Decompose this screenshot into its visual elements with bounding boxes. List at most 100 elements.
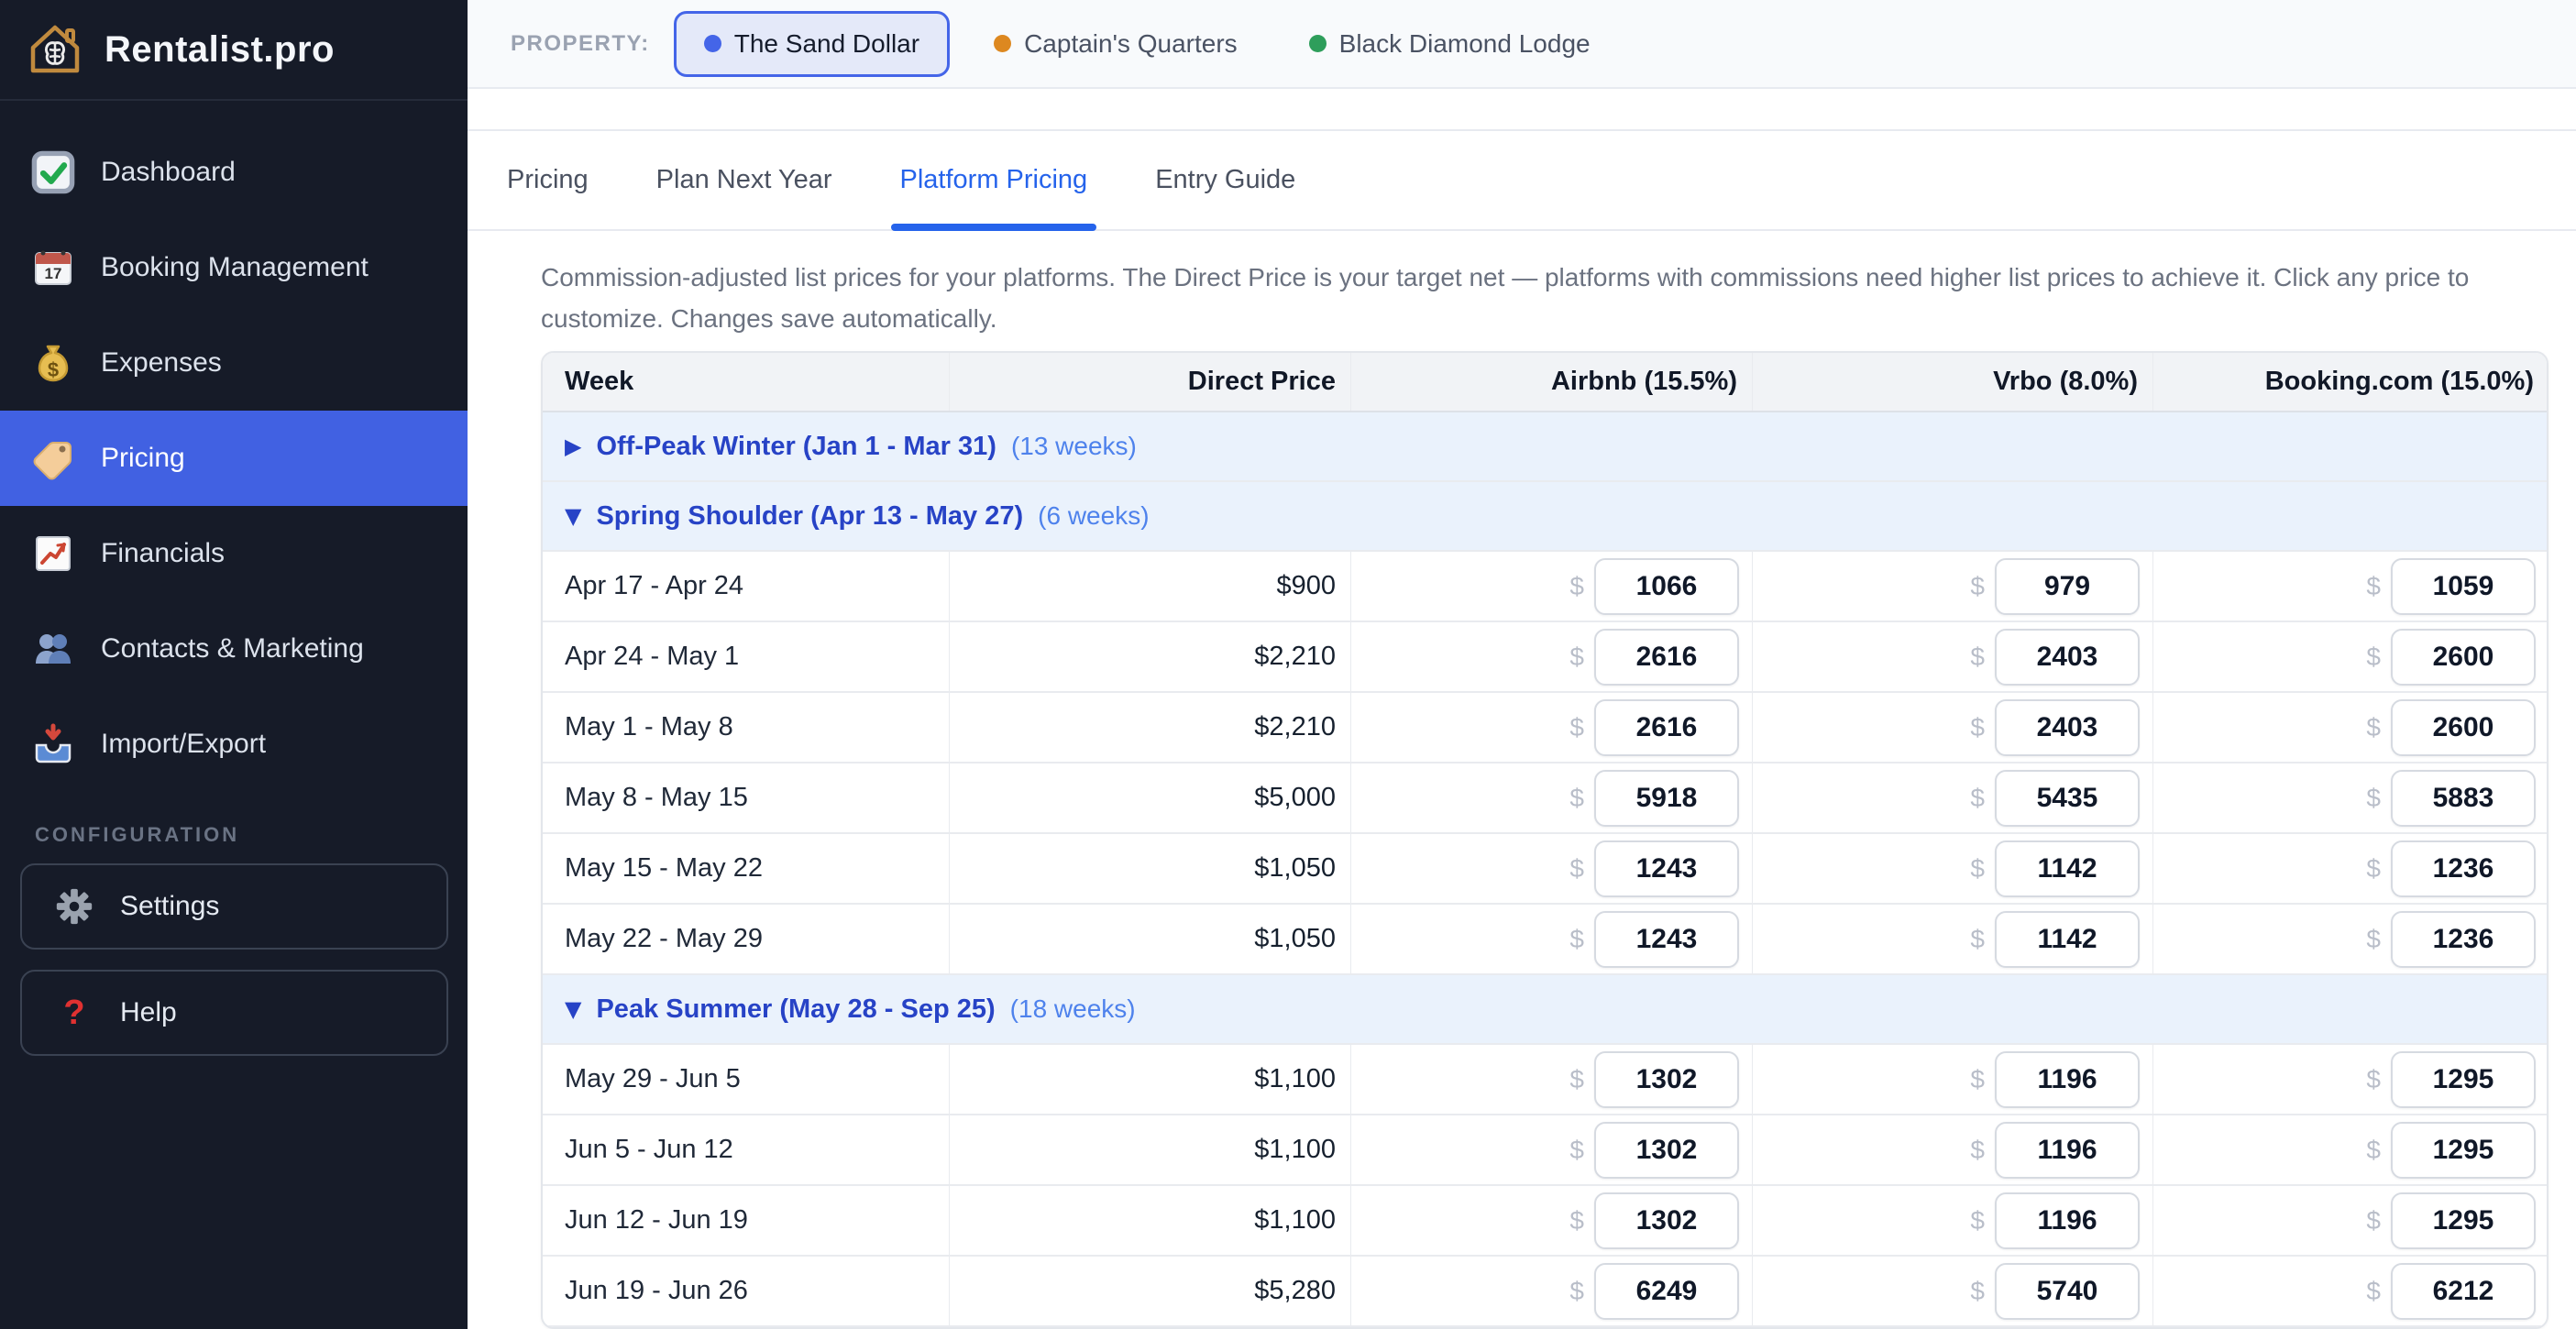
column-header-booking: Booking.com (15.0%) (2152, 353, 2547, 411)
airbnb-price-cell: $ (1350, 1186, 1752, 1255)
sidebar-item-settings[interactable]: Settings (20, 863, 448, 950)
season-section-peak-summer[interactable]: ▼ Peak Summer (May 28 - Sep 25) (18 week… (543, 975, 2547, 1045)
season-section-off-peak-winter[interactable]: ▶ Off-Peak Winter (Jan 1 - Mar 31) (13 w… (543, 412, 2547, 482)
checkbox-check-icon (28, 147, 79, 198)
sidebar-item-help[interactable]: ? Help (20, 970, 448, 1056)
booking-price-input[interactable] (2391, 1192, 2536, 1249)
sidebar-item-expenses[interactable]: $ Expenses (0, 315, 468, 411)
airbnb-price-input[interactable] (1594, 557, 1739, 615)
main-area: PROPERTY: The Sand Dollar Captain's Quar… (468, 0, 2576, 1329)
booking-price-input[interactable] (2391, 1121, 2536, 1179)
vrbo-price-input[interactable] (1995, 840, 2140, 897)
vrbo-price-input[interactable] (1995, 1262, 2140, 1320)
airbnb-price-input[interactable] (1594, 628, 1739, 686)
airbnb-price-input[interactable] (1594, 1192, 1739, 1249)
booking-price-cell: $ (2152, 622, 2547, 691)
airbnb-price-cell: $ (1350, 693, 1752, 762)
svg-text:$: $ (48, 358, 59, 381)
airbnb-price-input[interactable] (1594, 1262, 1739, 1320)
property-pill-captains-quarters[interactable]: Captain's Quarters (966, 11, 1265, 77)
dollar-prefix: $ (1970, 1276, 1985, 1305)
sidebar-item-label: Contacts & Marketing (101, 633, 364, 664)
secondary-toolbar (468, 89, 2576, 131)
sidebar-item-label: Settings (120, 891, 220, 921)
booking-price-input[interactable] (2391, 698, 2536, 756)
booking-price-input[interactable] (2391, 557, 2536, 615)
property-pill-the-sand-dollar[interactable]: The Sand Dollar (673, 10, 951, 77)
dollar-prefix: $ (2366, 1205, 2381, 1235)
direct-price-cell[interactable]: $1,050 (949, 905, 1350, 973)
table-row: Jun 5 - Jun 12 $1,100 $ $ $ (543, 1115, 2547, 1186)
direct-price-cell[interactable]: $1,100 (949, 1115, 1350, 1184)
season-section-spring-shoulder[interactable]: ▼ Spring Shoulder (Apr 13 - May 27) (6 w… (543, 482, 2547, 552)
vrbo-price-input[interactable] (1995, 1050, 2140, 1108)
table-row: Apr 24 - May 1 $2,210 $ $ $ (543, 622, 2547, 693)
booking-price-input[interactable] (2391, 1262, 2536, 1320)
week-cell: May 22 - May 29 (565, 924, 763, 953)
airbnb-price-cell: $ (1350, 1115, 1752, 1184)
property-selector-bar: PROPERTY: The Sand Dollar Captain's Quar… (468, 0, 2576, 89)
direct-price-cell[interactable]: $2,210 (949, 622, 1350, 691)
direct-price-cell[interactable]: $1,050 (949, 834, 1350, 903)
tab-platform-pricing[interactable]: Platform Pricing (890, 131, 1096, 231)
tab-plan-next-year[interactable]: Plan Next Year (655, 165, 832, 194)
direct-price-cell[interactable]: $5,280 (949, 1257, 1350, 1325)
chart-increasing-icon (28, 528, 79, 579)
vrbo-price-input[interactable] (1995, 698, 2140, 756)
sidebar-item-booking-management[interactable]: 17 Booking Management (0, 220, 468, 315)
vrbo-price-input[interactable] (1995, 1192, 2140, 1249)
booking-price-input[interactable] (2391, 628, 2536, 686)
sidebar-item-label: Expenses (101, 347, 222, 378)
sidebar-item-financials[interactable]: Financials (0, 506, 468, 601)
platform-pricing-table: Week Direct Price Airbnb (15.5%) Vrbo (8… (541, 351, 2548, 1329)
sidebar-item-pricing[interactable]: Pricing (0, 411, 468, 506)
table-row: May 8 - May 15 $5,000 $ $ $ (543, 763, 2547, 834)
property-label: PROPERTY: (511, 30, 650, 56)
vrbo-price-input[interactable] (1995, 769, 2140, 827)
booking-price-input[interactable] (2391, 910, 2536, 968)
booking-price-cell: $ (2152, 1045, 2547, 1114)
vrbo-price-input[interactable] (1995, 1121, 2140, 1179)
table-row: May 15 - May 22 $1,050 $ $ $ (543, 834, 2547, 905)
booking-price-input[interactable] (2391, 840, 2536, 897)
tab-pricing[interactable]: Pricing (507, 165, 589, 194)
booking-price-input[interactable] (2391, 769, 2536, 827)
week-cell: May 15 - May 22 (565, 853, 763, 883)
airbnb-price-input[interactable] (1594, 840, 1739, 897)
vrbo-price-input[interactable] (1995, 557, 2140, 615)
dollar-prefix: $ (1569, 924, 1584, 953)
vrbo-price-input[interactable] (1995, 628, 2140, 686)
dollar-prefix: $ (1569, 783, 1584, 812)
direct-price-cell[interactable]: $1,100 (949, 1045, 1350, 1114)
table-row: May 29 - Jun 5 $1,100 $ $ $ (543, 1045, 2547, 1115)
vrbo-price-cell: $ (1752, 552, 2152, 621)
direct-price-cell[interactable]: $1,100 (949, 1186, 1350, 1255)
collapse-down-arrow-icon: ▼ (565, 996, 582, 1022)
booking-price-input[interactable] (2391, 1050, 2536, 1108)
sidebar-item-import-export[interactable]: Import/Export (0, 697, 468, 792)
booking-price-cell: $ (2152, 552, 2547, 621)
airbnb-price-input[interactable] (1594, 698, 1739, 756)
airbnb-price-input[interactable] (1594, 1050, 1739, 1108)
airbnb-price-input[interactable] (1594, 769, 1739, 827)
sidebar-item-label: Pricing (101, 443, 185, 473)
booking-price-cell: $ (2152, 1115, 2547, 1184)
airbnb-price-input[interactable] (1594, 1121, 1739, 1179)
dollar-prefix: $ (1569, 642, 1584, 671)
table-row: May 22 - May 29 $1,050 $ $ $ (543, 905, 2547, 975)
sidebar-item-label: Import/Export (101, 729, 267, 759)
dollar-prefix: $ (1569, 571, 1584, 600)
configuration-section-label: CONFIGURATION (35, 823, 240, 846)
direct-price-cell[interactable]: $900 (949, 552, 1350, 621)
booking-price-cell: $ (2152, 834, 2547, 903)
direct-price-cell[interactable]: $5,000 (949, 763, 1350, 832)
sidebar-item-contacts-marketing[interactable]: Contacts & Marketing (0, 601, 468, 697)
vrbo-price-input[interactable] (1995, 910, 2140, 968)
property-pill-black-diamond-lodge[interactable]: Black Diamond Lodge (1282, 11, 1618, 77)
airbnb-price-input[interactable] (1594, 910, 1739, 968)
sidebar-item-dashboard[interactable]: Dashboard (0, 125, 468, 220)
column-header-vrbo: Vrbo (8.0%) (1752, 353, 2152, 411)
direct-price-cell[interactable]: $2,210 (949, 693, 1350, 762)
vrbo-price-cell: $ (1752, 1186, 2152, 1255)
tab-entry-guide[interactable]: Entry Guide (1155, 165, 1296, 194)
